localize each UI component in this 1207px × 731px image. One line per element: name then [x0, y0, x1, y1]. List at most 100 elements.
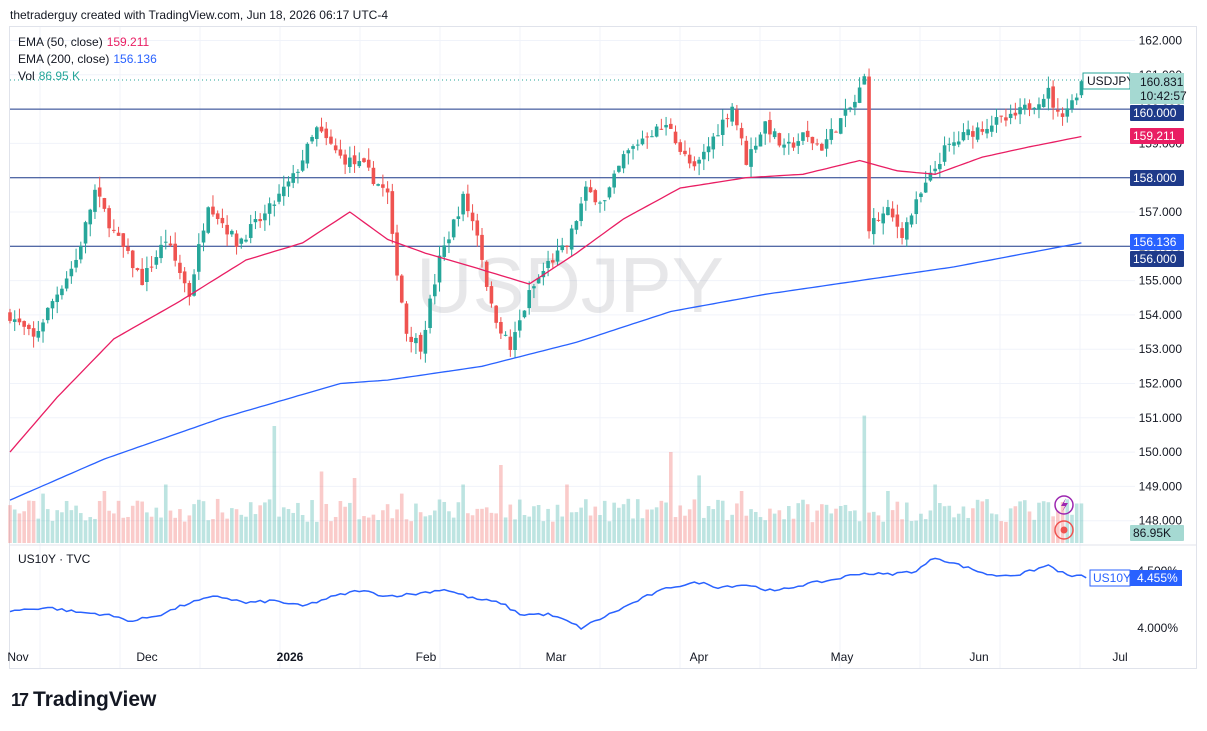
candle-body[interactable]	[163, 241, 168, 243]
candle-body[interactable]	[536, 277, 541, 284]
candle-body[interactable]	[409, 336, 413, 342]
candle-body[interactable]	[348, 157, 352, 167]
candle-body[interactable]	[197, 244, 201, 272]
candle-body[interactable]	[560, 245, 565, 251]
candle-body[interactable]	[1051, 86, 1055, 108]
candle-body[interactable]	[352, 155, 357, 165]
candle-body[interactable]	[366, 159, 371, 168]
candle-body[interactable]	[617, 165, 621, 172]
candle-body[interactable]	[664, 124, 668, 128]
candle-body[interactable]	[546, 260, 550, 269]
candle-body[interactable]	[201, 230, 206, 243]
candle-body[interactable]	[159, 244, 163, 259]
candle-body[interactable]	[838, 118, 843, 134]
candle-body[interactable]	[565, 245, 569, 247]
candle-body[interactable]	[659, 128, 664, 130]
legend-ema50[interactable]: EMA (50, close) 159.211	[18, 35, 149, 49]
candle-body[interactable]	[315, 127, 319, 139]
candle-body[interactable]	[588, 187, 593, 193]
candle-body[interactable]	[706, 146, 711, 153]
candle-body[interactable]	[621, 154, 626, 169]
candle-body[interactable]	[362, 158, 366, 163]
candle-body[interactable]	[319, 126, 324, 132]
candle-body[interactable]	[324, 128, 329, 139]
candle-body[interactable]	[69, 268, 74, 277]
candle-body[interactable]	[829, 129, 834, 140]
record-icon[interactable]	[1054, 520, 1074, 540]
candle-body[interactable]	[938, 164, 942, 170]
candle-body[interactable]	[763, 121, 767, 134]
candle-body[interactable]	[211, 206, 215, 215]
candle-body[interactable]	[83, 222, 88, 244]
candle-body[interactable]	[456, 216, 461, 219]
candle-body[interactable]	[36, 331, 41, 338]
candle-body[interactable]	[376, 184, 380, 186]
candle-body[interactable]	[300, 160, 305, 171]
candle-body[interactable]	[933, 168, 937, 172]
candle-body[interactable]	[357, 161, 362, 167]
candle-body[interactable]	[1013, 112, 1018, 116]
candle-body[interactable]	[97, 187, 102, 197]
candle-body[interactable]	[966, 129, 970, 136]
candle-body[interactable]	[744, 140, 749, 165]
candle-body[interactable]	[886, 207, 890, 216]
candle-body[interactable]	[22, 321, 26, 327]
candle-body[interactable]	[890, 208, 895, 218]
alert-icon[interactable]	[1054, 495, 1074, 515]
candle-body[interactable]	[291, 173, 295, 183]
candle-body[interactable]	[107, 208, 111, 229]
candle-body[interactable]	[225, 224, 229, 235]
candle-body[interactable]	[782, 144, 786, 148]
candle-body[interactable]	[102, 198, 107, 209]
candle-body[interactable]	[489, 286, 494, 304]
candle-body[interactable]	[753, 145, 758, 150]
candle-body[interactable]	[909, 215, 914, 225]
candle-body[interactable]	[437, 255, 442, 283]
candle-body[interactable]	[848, 107, 852, 109]
candle-body[interactable]	[182, 271, 187, 284]
candle-body[interactable]	[244, 239, 248, 242]
candle-body[interactable]	[64, 278, 69, 289]
candle-body[interactable]	[1008, 113, 1013, 119]
candle-body[interactable]	[602, 200, 607, 202]
candle-body[interactable]	[730, 106, 734, 122]
candle-body[interactable]	[895, 214, 900, 227]
candle-body[interactable]	[697, 159, 701, 164]
candle-body[interactable]	[234, 233, 239, 247]
candle-body[interactable]	[815, 143, 819, 145]
candle-body[interactable]	[503, 334, 508, 336]
candle-body[interactable]	[777, 133, 782, 146]
candle-body[interactable]	[635, 144, 640, 146]
candle-body[interactable]	[145, 268, 149, 282]
candle-body[interactable]	[834, 131, 838, 133]
candle-body[interactable]	[499, 321, 503, 334]
candle-body[interactable]	[631, 146, 635, 149]
candle-body[interactable]	[206, 207, 211, 233]
candle-body[interactable]	[220, 217, 225, 224]
candle-body[interactable]	[824, 139, 829, 149]
candle-body[interactable]	[862, 76, 867, 85]
candle-body[interactable]	[857, 87, 862, 103]
candle-body[interactable]	[513, 332, 517, 350]
candle-body[interactable]	[881, 213, 885, 224]
candle-body[interactable]	[989, 125, 994, 132]
candle-body[interactable]	[919, 193, 923, 197]
candle-body[interactable]	[1018, 107, 1022, 115]
candle-body[interactable]	[1037, 104, 1041, 110]
candle-body[interactable]	[683, 150, 687, 155]
candle-body[interactable]	[801, 132, 805, 141]
ema200-line[interactable]	[9, 242, 1082, 501]
candle-body[interactable]	[31, 328, 36, 337]
candle-body[interactable]	[645, 136, 649, 138]
candle-body[interactable]	[461, 193, 465, 215]
candle-body[interactable]	[395, 232, 399, 276]
candle-body[interactable]	[612, 173, 616, 188]
candle-body[interactable]	[239, 238, 244, 244]
candle-body[interactable]	[230, 230, 234, 235]
candle-body[interactable]	[574, 221, 579, 230]
candle-body[interactable]	[1070, 100, 1074, 109]
candle-body[interactable]	[305, 143, 310, 164]
candle-body[interactable]	[947, 143, 952, 145]
candle-body[interactable]	[390, 191, 395, 234]
